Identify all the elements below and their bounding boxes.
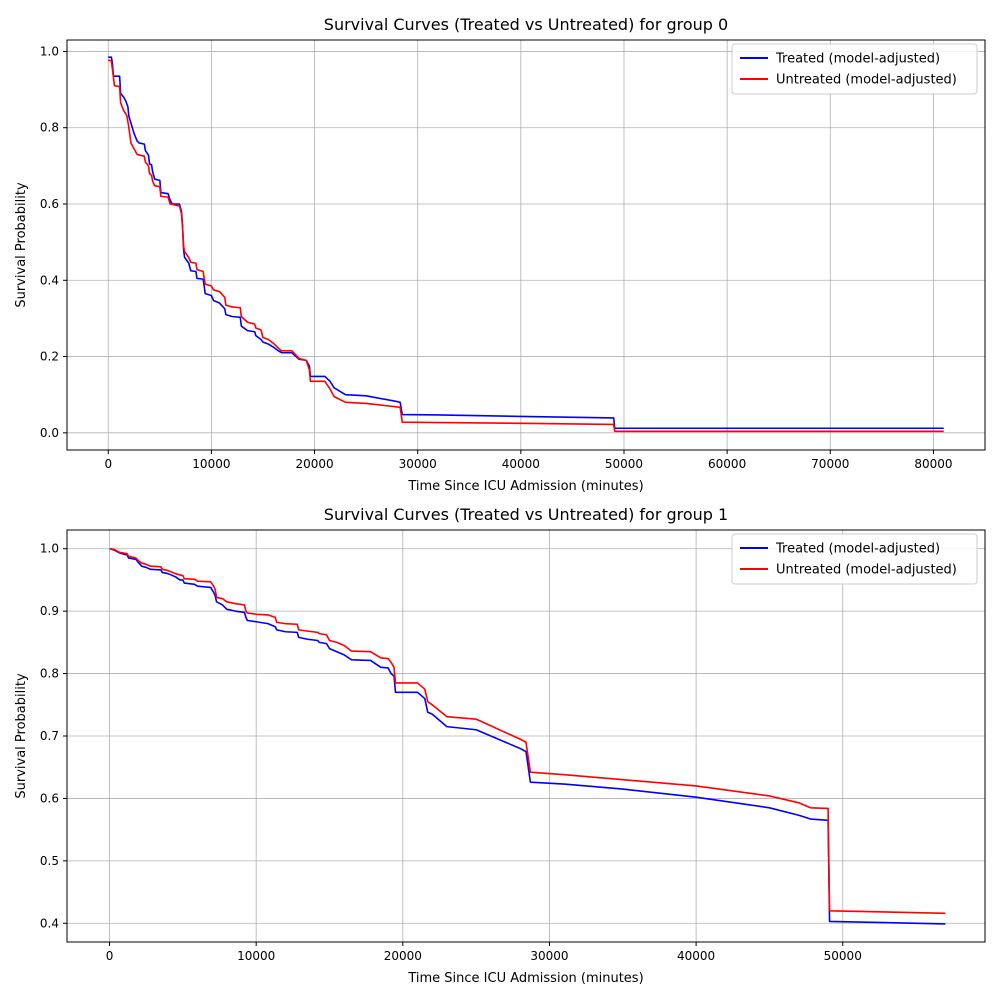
x-axis-label: Time Since ICU Admission (minutes) <box>407 971 643 986</box>
series-line-untreated <box>107 59 944 433</box>
chart-title: Survival Curves (Treated vs Untreated) f… <box>324 15 728 34</box>
x-tick-label: 50000 <box>824 949 862 963</box>
x-tick-label: 20000 <box>384 949 422 963</box>
plot-frame <box>66 39 986 451</box>
x-tick-label: 40000 <box>502 457 540 471</box>
x-tick-label: 50000 <box>605 457 643 471</box>
y-tick-label: 0.7 <box>40 729 59 743</box>
x-tick-label: 60000 <box>708 457 746 471</box>
y-tick-label: 0.5 <box>40 854 59 868</box>
legend: Treated (model-adjusted) Untreated (model… <box>731 43 978 95</box>
y-tick-label: 0.6 <box>40 791 59 805</box>
y-tick-label: 1.0 <box>40 44 59 58</box>
x-tick-label: 10000 <box>237 949 275 963</box>
legend-label: Treated (model-adjusted) <box>775 542 940 557</box>
y-tick-label: 0.2 <box>40 350 59 364</box>
y-tick-label: 0.6 <box>40 197 59 211</box>
legend-box <box>731 43 978 95</box>
legend-label: Untreated (model-adjusted) <box>776 73 957 88</box>
series-line-treated <box>109 547 946 925</box>
chart-0: Survival Curves (Treated vs Untreated) f… <box>14 15 986 494</box>
x-tick-label: 70000 <box>811 457 849 471</box>
x-tick-label: 0 <box>104 457 112 471</box>
x-tick-label: 10000 <box>192 457 230 471</box>
x-tick-label: 30000 <box>399 457 437 471</box>
y-tick-label: 0.0 <box>40 426 59 440</box>
y-axis-label: Survival Probability <box>14 182 29 308</box>
y-tick-label: 0.8 <box>40 121 59 135</box>
legend-box <box>731 533 978 585</box>
y-tick-label: 1.0 <box>40 542 59 556</box>
y-axis-label: Survival Probability <box>14 673 29 799</box>
y-tick-label: 0.9 <box>40 604 59 618</box>
legend-label: Untreated (model-adjusted) <box>776 563 957 578</box>
y-tick-label: 0.8 <box>40 667 59 681</box>
series-line-treated <box>108 56 944 430</box>
x-axis-label: Time Since ICU Admission (minutes) <box>407 479 643 494</box>
x-tick-label: 40000 <box>677 949 715 963</box>
y-tick-label: 0.4 <box>40 916 59 930</box>
chart-title: Survival Curves (Treated vs Untreated) f… <box>324 505 728 524</box>
x-tick-label: 30000 <box>530 949 568 963</box>
series-line-untreated <box>109 547 946 915</box>
chart-1: Survival Curves (Treated vs Untreated) f… <box>14 505 986 986</box>
y-tick-label: 0.4 <box>40 273 59 287</box>
legend-label: Treated (model-adjusted) <box>775 52 940 67</box>
x-tick-label: 80000 <box>914 457 952 471</box>
legend: Treated (model-adjusted) Untreated (model… <box>731 533 978 585</box>
x-tick-label: 20000 <box>295 457 333 471</box>
x-tick-label: 0 <box>106 949 114 963</box>
